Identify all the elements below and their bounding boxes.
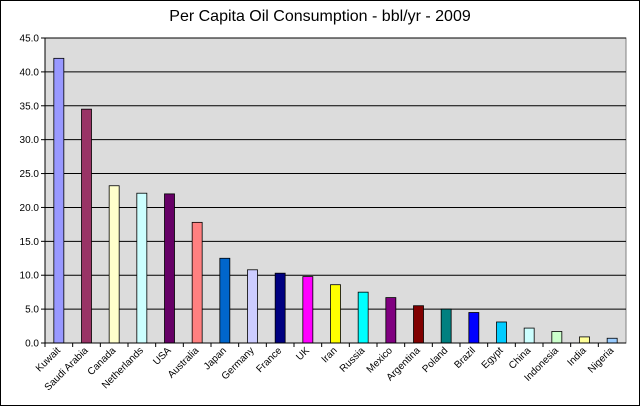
x-tick-label: Australia [166, 345, 202, 381]
y-tick-label: 40.0 [20, 67, 40, 78]
y-tick-label: 25.0 [20, 169, 40, 180]
bar-canada [108, 185, 120, 344]
chart-title: Per Capita Oil Consumption - bbl/yr - 20… [169, 8, 471, 25]
bar-nigeria [606, 337, 618, 344]
bar-france [274, 272, 286, 344]
x-tick-label: India [566, 345, 589, 368]
y-tick-label: 10.0 [20, 271, 40, 282]
x-tick-label: Poland [420, 345, 450, 375]
bars [53, 57, 618, 344]
bar-egypt [496, 321, 507, 344]
y-axis-ticks: 0.0 5.0 10.0 15.0 20.0 25.0 30.0 35.0 40.0 45.0 [20, 34, 45, 350]
bar-germany [247, 269, 258, 344]
y-tick-label: 15.0 [20, 237, 40, 248]
bar-india [579, 336, 590, 344]
y-tick-label: 30.0 [20, 135, 40, 146]
bar-australia [191, 221, 203, 344]
y-tick-label: 20.0 [20, 203, 40, 214]
x-tick-label: France [255, 345, 285, 375]
bar-indonesia [551, 331, 563, 344]
x-tick-label: Brazil [452, 345, 477, 370]
bar-saudi-arabia [81, 108, 92, 344]
x-tick-label: Russia [338, 345, 368, 375]
bar-china [523, 327, 535, 344]
y-tick-label: 5.0 [25, 305, 39, 316]
x-tick-label: Nigeria [586, 345, 616, 375]
x-tick-label: Egypt [480, 345, 506, 371]
y-tick-label: 35.0 [20, 101, 40, 112]
bar-netherlands [136, 192, 148, 344]
bar-mexico [385, 297, 397, 344]
bar-russia [357, 291, 369, 344]
bar-iran [330, 284, 341, 344]
y-tick-label: 45.0 [20, 34, 40, 45]
bar-uk [302, 276, 314, 344]
x-tick-label: USA [151, 345, 174, 368]
bar-kuwait [53, 57, 65, 344]
x-tick-label: UK [294, 345, 312, 363]
y-tick-label: 0.0 [25, 339, 39, 350]
bar-usa [164, 193, 175, 344]
bar-japan [219, 257, 231, 344]
bar-argentina [413, 305, 424, 344]
bar-brazil [468, 312, 480, 344]
x-tick-label: Iran [320, 345, 340, 365]
bar-poland [440, 308, 452, 344]
